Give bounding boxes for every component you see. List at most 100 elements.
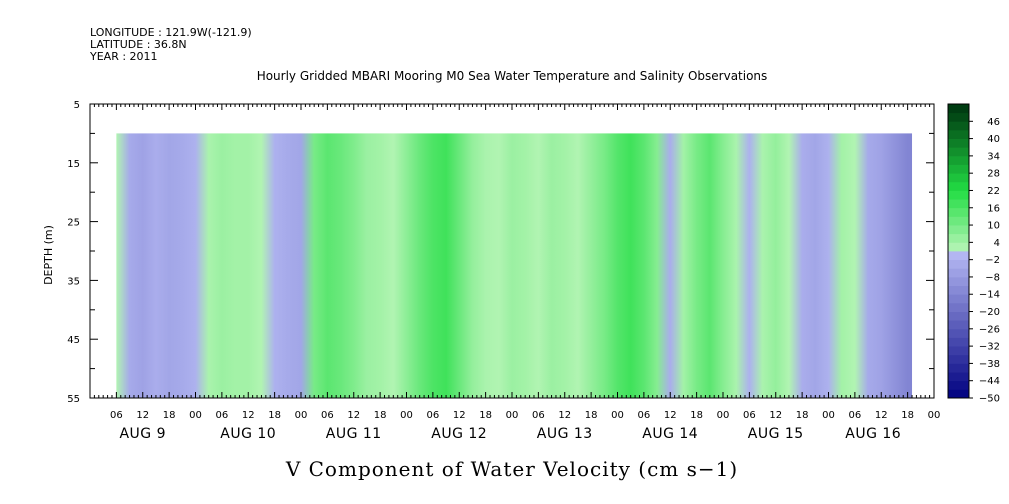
x-tick-label: 18 xyxy=(374,410,387,421)
colorbar-band xyxy=(948,363,969,373)
colorbar-label: −20 xyxy=(979,307,1000,318)
x-tick-label: 18 xyxy=(163,410,176,421)
colorbar-band xyxy=(948,112,969,122)
y-axis-label: DEPTH (m) xyxy=(42,225,55,285)
x-tick-label: 12 xyxy=(242,410,255,421)
colorbar-band xyxy=(948,337,969,347)
x-tick-label: 18 xyxy=(690,410,703,421)
x-tick-label: 00 xyxy=(611,410,624,421)
colorbar-band xyxy=(948,328,969,338)
x-day-label: AUG 13 xyxy=(537,426,593,442)
x-tick-label: 06 xyxy=(532,410,545,421)
colorbar-band xyxy=(948,164,969,174)
x-tick-label: 18 xyxy=(268,410,281,421)
colorbar-label: −8 xyxy=(985,272,1000,283)
x-day-label: AUG 16 xyxy=(845,426,901,442)
x-tick-label: 06 xyxy=(638,410,651,421)
y-tick-label: 35 xyxy=(67,276,80,287)
colorbar-band xyxy=(948,199,969,209)
x-tick-label: 18 xyxy=(585,410,598,421)
longitude-label: LONGITUDE : 121.9W(-121.9) xyxy=(90,26,252,39)
colorbar-frame xyxy=(947,103,970,399)
x-tick-label: 00 xyxy=(506,410,519,421)
chart-caption: V Component of Water Velocity (cm s−1) xyxy=(285,457,738,481)
colorbar-band xyxy=(948,181,969,191)
x-tick-label: 12 xyxy=(664,410,677,421)
x-tick-label: 00 xyxy=(928,410,941,421)
plot-area xyxy=(89,103,935,399)
colorbar-label: −38 xyxy=(979,359,1000,370)
colorbar-label: 22 xyxy=(987,186,1000,197)
colorbar-label: −32 xyxy=(979,342,1000,353)
x-tick-label: 00 xyxy=(717,410,730,421)
colorbar-band xyxy=(948,320,969,330)
x-day-label: AUG 12 xyxy=(431,426,487,442)
colorbar-band xyxy=(948,354,969,364)
x-tick-label: 06 xyxy=(427,410,440,421)
colorbar-band xyxy=(948,216,969,226)
x-tick-label: 12 xyxy=(558,410,571,421)
colorbar-band xyxy=(948,138,969,148)
colorbar-label: −44 xyxy=(979,376,1000,387)
colorbar-band xyxy=(948,302,969,312)
colorbar-band xyxy=(948,276,969,286)
x-day-label: AUG 10 xyxy=(220,426,276,442)
colorbar-label: −2 xyxy=(985,255,1000,266)
colorbar-band xyxy=(948,190,969,200)
colorbar-label: 10 xyxy=(987,221,1000,232)
x-tick-label: 06 xyxy=(849,410,862,421)
x-tick-label: 06 xyxy=(743,410,756,421)
x-tick-label: 00 xyxy=(189,410,202,421)
x-day-label: AUG 9 xyxy=(119,426,166,442)
colorbar-label: 28 xyxy=(987,169,1000,180)
colorbar-band xyxy=(948,242,969,252)
colorbar-band xyxy=(948,251,969,261)
x-axis: 06 12 18 00 06 12 18 00 06 12 18 00 06 12 18 00 06 12 18 00… xyxy=(89,104,941,442)
colorbar-band xyxy=(948,155,969,165)
y-tick-label: 15 xyxy=(67,159,80,170)
colorbar-label: 16 xyxy=(987,203,1000,214)
x-tick-label: 00 xyxy=(295,410,308,421)
colorbar: 46 40 34 28 22 16 10 4 −2 −8 −14 −20 −26 −32 −38 −44 −50 xyxy=(947,103,1000,405)
colorbar-band xyxy=(948,225,969,235)
x-tick-label: 18 xyxy=(901,410,914,421)
colorbar-band xyxy=(948,207,969,217)
colorbar-band xyxy=(948,147,969,157)
y-tick-label: 55 xyxy=(67,394,80,405)
colorbar-label: −26 xyxy=(979,324,1000,335)
colorbar-band xyxy=(948,372,969,382)
x-tick-label: 12 xyxy=(347,410,360,421)
x-day-label: AUG 15 xyxy=(748,426,804,442)
colorbar-band xyxy=(948,173,969,183)
colorbar-band xyxy=(948,285,969,295)
colorbar-label: 40 xyxy=(987,134,1000,145)
colorbar-band xyxy=(948,294,969,304)
x-tick-label: 18 xyxy=(479,410,492,421)
colorbar-label: 4 xyxy=(994,238,1000,249)
x-day-label: AUG 14 xyxy=(642,426,698,442)
x-tick-label: 00 xyxy=(400,410,413,421)
x-tick-label: 12 xyxy=(136,410,149,421)
y-tick-label: 45 xyxy=(67,335,80,346)
colorbar-label: 34 xyxy=(987,151,1000,162)
x-tick-label: 00 xyxy=(822,410,835,421)
colorbar-band xyxy=(948,268,969,278)
x-tick-label: 12 xyxy=(769,410,782,421)
chart-title: Hourly Gridded MBARI Mooring M0 Sea Wate… xyxy=(257,69,768,83)
colorbar-label: −14 xyxy=(979,290,1000,301)
colorbar-band xyxy=(948,380,969,390)
velocity-field xyxy=(116,133,913,398)
year-label: YEAR : 2011 xyxy=(89,50,158,63)
y-tick-label: 25 xyxy=(67,218,80,229)
x-tick-label: 06 xyxy=(110,410,123,421)
x-day-label: AUG 11 xyxy=(326,426,382,442)
colorbar-band xyxy=(948,346,969,356)
x-tick-label: 18 xyxy=(796,410,809,421)
colorbar-band xyxy=(948,259,969,269)
colorbar-label: −50 xyxy=(979,394,1000,405)
colorbar-band xyxy=(948,389,969,399)
colorbar-band xyxy=(948,129,969,139)
x-tick-label: 06 xyxy=(216,410,229,421)
x-tick-label: 12 xyxy=(453,410,466,421)
